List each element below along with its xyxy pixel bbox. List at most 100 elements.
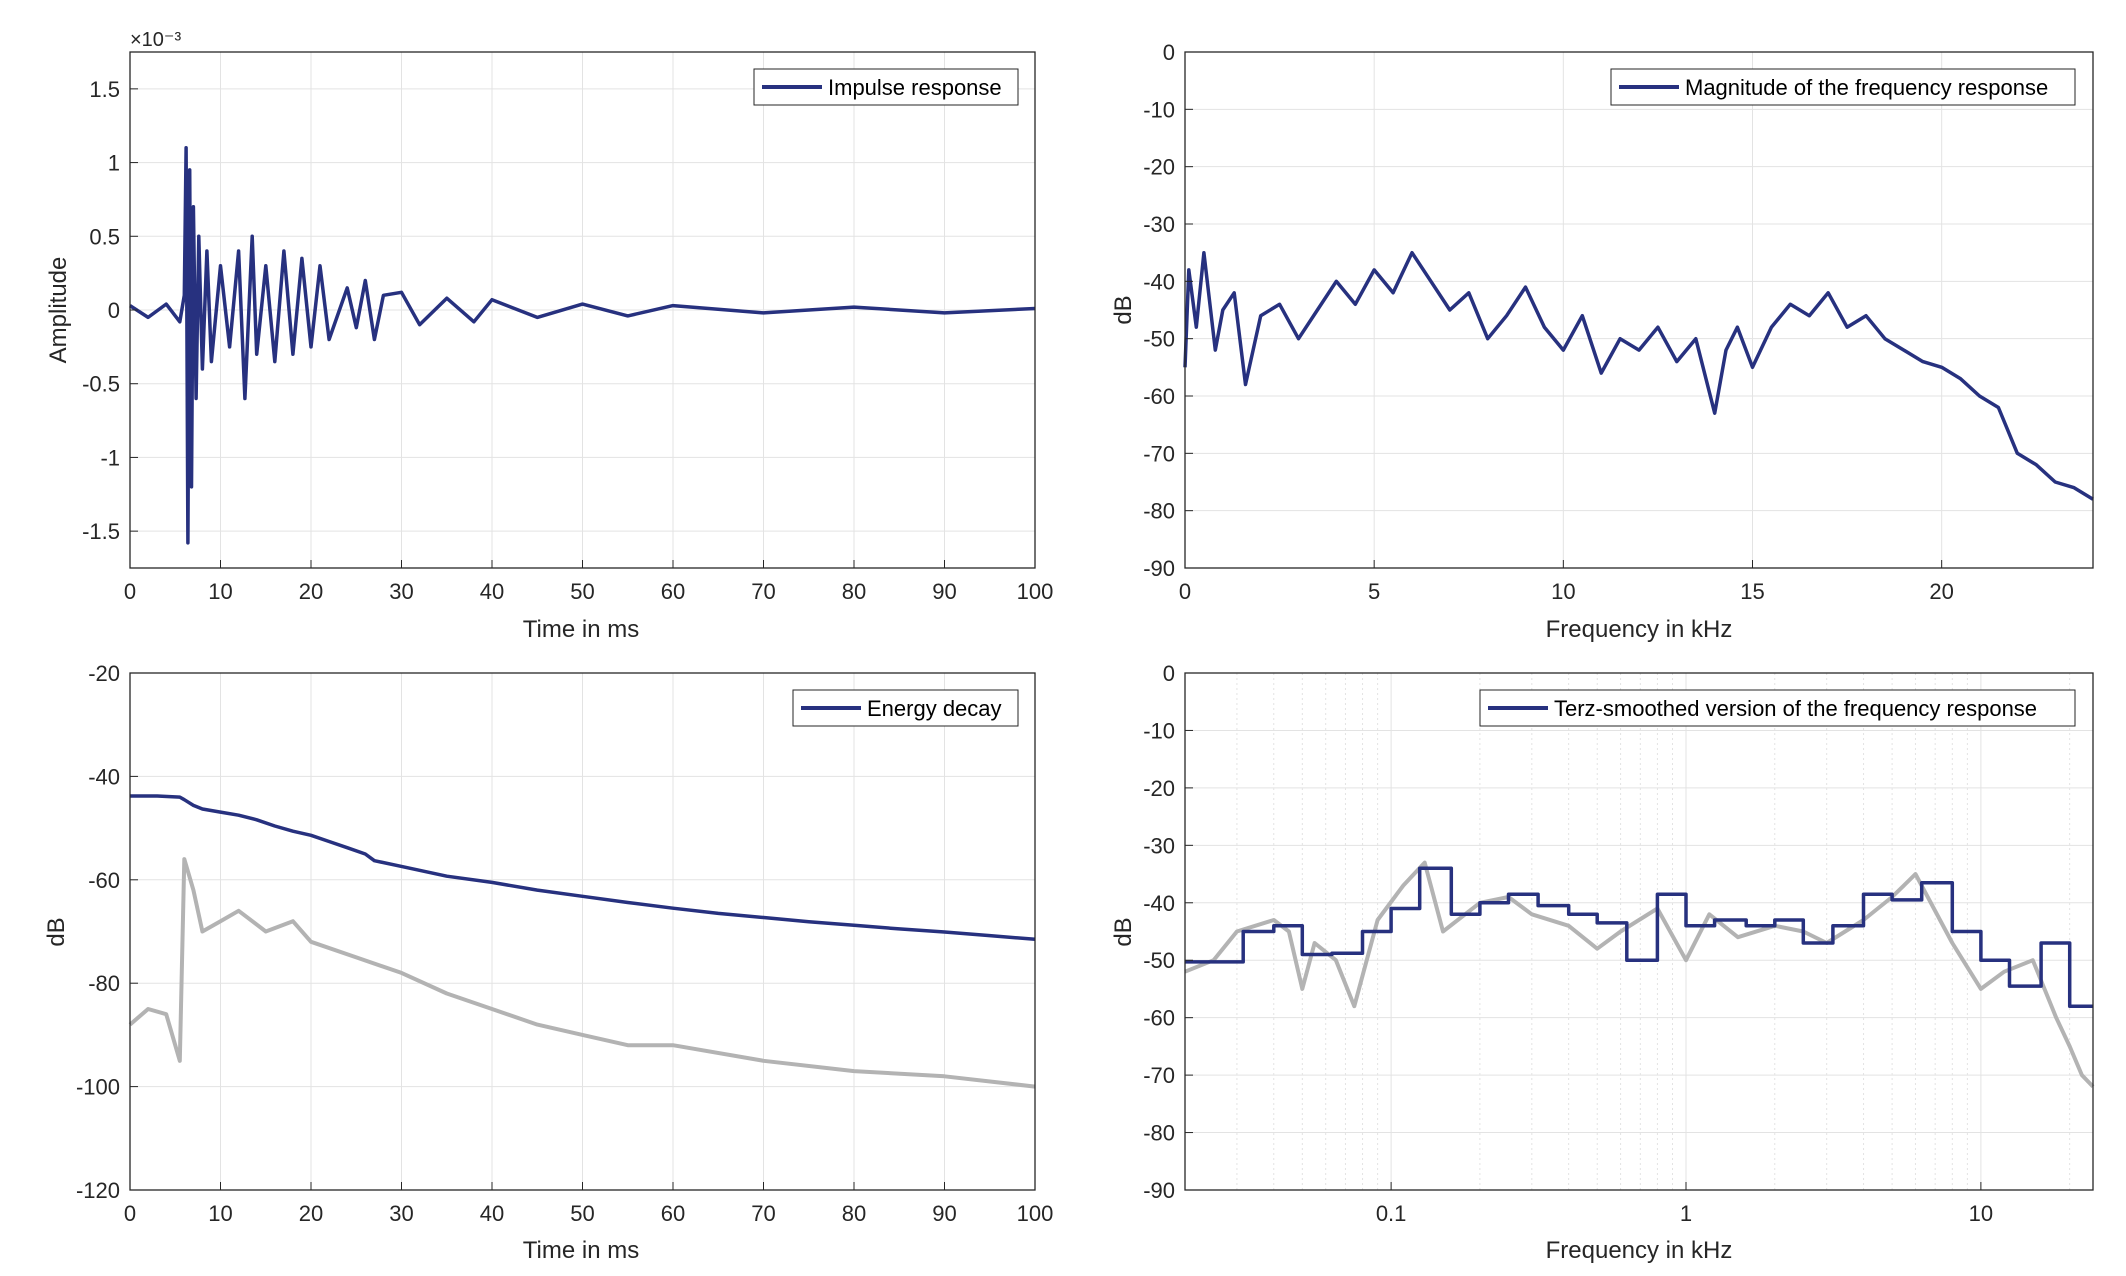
terz-y-axis-label: dB bbox=[1110, 917, 1137, 946]
freq-main-line bbox=[1183, 250, 2094, 501]
freq-legend: Magnitude of the frequency response bbox=[1610, 68, 2076, 106]
freq-y-tick-label: -80 bbox=[1143, 499, 1175, 524]
impulse-y-axis-label: Amplitude bbox=[45, 257, 72, 364]
freq-x-tick-label: 15 bbox=[1740, 579, 1764, 604]
terz-gray-line bbox=[1184, 860, 2095, 1088]
energy-decay-panel: 0 10 20 30 40 50 60 70 80 90 100 -120 -100 -80 -60 -40… bbox=[43, 661, 1053, 1264]
terz-main-line bbox=[1185, 866, 2093, 1008]
freq-x-tick-label: 10 bbox=[1551, 579, 1575, 604]
terz-y-tick-label: -60 bbox=[1143, 1006, 1175, 1031]
impulse-x-tick-label: 50 bbox=[570, 579, 594, 604]
freq-y-axis-label: dB bbox=[1110, 295, 1137, 324]
freq-y-tick-label: -70 bbox=[1143, 441, 1175, 466]
decay-x-tick-label: 40 bbox=[480, 1201, 504, 1226]
terz-gray-series bbox=[1184, 860, 2095, 1088]
terz-y-tick-label: -40 bbox=[1143, 891, 1175, 916]
terz-x-tick-label: 1 bbox=[1680, 1201, 1692, 1226]
impulse-x-tick-label: 30 bbox=[389, 579, 413, 604]
decay-gray-line bbox=[128, 857, 1036, 1089]
freq-axes-frame bbox=[1184, 51, 2094, 569]
freq-x-axis-label: Frequency in kHz bbox=[1546, 616, 1733, 643]
decay-y-tick-label: -40 bbox=[88, 764, 120, 789]
impulse-legend-label: Impulse response bbox=[828, 75, 1002, 100]
impulse-x-tick-label: 70 bbox=[751, 579, 775, 604]
terz-x-tick-label: 0.1 bbox=[1376, 1201, 1407, 1226]
decay-x-tick-label: 10 bbox=[208, 1201, 232, 1226]
decay-y-axis-label: dB bbox=[43, 917, 70, 946]
terz-y-tick-label: -30 bbox=[1143, 833, 1175, 858]
terz-y-tick-label: -70 bbox=[1143, 1063, 1175, 1088]
impulse-y-tick-label: -0.5 bbox=[82, 372, 120, 397]
freq-y-tick-label: 0 bbox=[1163, 40, 1175, 65]
decay-x-tick-label: 60 bbox=[661, 1201, 685, 1226]
decay-x-tick-label: 80 bbox=[842, 1201, 866, 1226]
decay-y-tick-label: -100 bbox=[76, 1075, 120, 1100]
decay-x-axis-label: Time in ms bbox=[523, 1237, 639, 1264]
freq-x-tick-label: 20 bbox=[1929, 579, 1953, 604]
terz-legend-box bbox=[1479, 689, 2076, 727]
terz-y-tick-label: -90 bbox=[1143, 1178, 1175, 1203]
decay-x-tick-label: 50 bbox=[570, 1201, 594, 1226]
freq-legend-box bbox=[1610, 68, 2076, 106]
impulse-y-ticks: -1.5 -1 -0.5 0 0.5 1 1.5 bbox=[82, 77, 138, 544]
terz-y-tick-label: -50 bbox=[1143, 948, 1175, 973]
impulse-x-tick-label: 10 bbox=[208, 579, 232, 604]
freq-x-tick-label: 0 bbox=[1179, 579, 1191, 604]
terz-legend: Terz-smoothed version of the frequency r… bbox=[1479, 689, 2076, 727]
terz-x-ticks: 0.1 1 10 bbox=[1376, 1182, 1993, 1226]
impulse-main-series bbox=[129, 146, 1036, 545]
freq-y-tick-label: -10 bbox=[1143, 97, 1175, 122]
impulse-y-tick-label: 1 bbox=[108, 151, 120, 176]
impulse-x-tick-label: 90 bbox=[932, 579, 956, 604]
impulse-response-panel: 0 10 20 30 40 50 60 70 80 90 100 -1.5 -1 -0.5 0 0.5 1 1.… bbox=[45, 29, 1053, 643]
decay-y-tick-label: -20 bbox=[88, 661, 120, 686]
impulse-x-tick-label: 60 bbox=[661, 579, 685, 604]
decay-y-tick-label: -60 bbox=[88, 868, 120, 893]
decay-x-tick-label: 30 bbox=[389, 1201, 413, 1226]
impulse-y-tick-label: -1 bbox=[100, 445, 120, 470]
freq-y-tick-label: -30 bbox=[1143, 212, 1175, 237]
impulse-main-line bbox=[129, 146, 1036, 545]
impulse-legend: Impulse response bbox=[753, 68, 1019, 106]
impulse-y-tick-label: -1.5 bbox=[82, 519, 120, 544]
decay-x-tick-label: 0 bbox=[124, 1201, 136, 1226]
decay-legend-label: Energy decay bbox=[867, 696, 1002, 721]
terz-axes-frame bbox=[1184, 672, 2094, 1191]
decay-main-line bbox=[130, 794, 1036, 942]
freq-legend-label: Magnitude of the frequency response bbox=[1685, 75, 2048, 100]
decay-x-tick-label: 90 bbox=[932, 1201, 956, 1226]
impulse-y-tick-label: 1.5 bbox=[89, 77, 120, 102]
decay-x-tick-label: 70 bbox=[751, 1201, 775, 1226]
terz-legend-label: Terz-smoothed version of the frequency r… bbox=[1554, 696, 2037, 721]
impulse-x-ticks: 0 10 20 30 40 50 60 70 80 90 100 bbox=[124, 560, 1053, 604]
decay-legend: Energy decay bbox=[792, 689, 1019, 727]
freq-y-ticks: -90 -80 -70 -60 -50 -40 -30 -20 -10 0 bbox=[1143, 40, 1193, 581]
decay-main-series bbox=[130, 794, 1036, 942]
impulse-axes-frame bbox=[129, 51, 1036, 569]
terz-x-tick-label: 10 bbox=[1969, 1201, 1993, 1226]
decay-x-tick-label: 20 bbox=[299, 1201, 323, 1226]
impulse-x-tick-label: 80 bbox=[842, 579, 866, 604]
impulse-y-tick-label: 0 bbox=[108, 298, 120, 323]
freq-main-series bbox=[1183, 250, 2094, 501]
terz-y-tick-label: -80 bbox=[1143, 1121, 1175, 1146]
terz-y-tick-label: -20 bbox=[1143, 776, 1175, 801]
terz-main-series bbox=[1185, 866, 2093, 1008]
terz-y-tick-label: -10 bbox=[1143, 718, 1175, 743]
freq-y-tick-label: -60 bbox=[1143, 384, 1175, 409]
terz-y-tick-label: 0 bbox=[1163, 661, 1175, 686]
freq-y-tick-label: -40 bbox=[1143, 269, 1175, 294]
freq-y-tick-label: -20 bbox=[1143, 155, 1175, 180]
decay-y-tick-label: -80 bbox=[88, 971, 120, 996]
impulse-x-tick-label: 0 bbox=[124, 579, 136, 604]
decay-y-tick-label: -120 bbox=[76, 1178, 120, 1203]
impulse-x-tick-label: 40 bbox=[480, 579, 504, 604]
impulse-y-tick-label: 0.5 bbox=[89, 224, 120, 249]
impulse-x-axis-label: Time in ms bbox=[523, 616, 639, 643]
decay-x-ticks: 0 10 20 30 40 50 60 70 80 90 100 bbox=[124, 1182, 1053, 1226]
decay-x-tick-label: 100 bbox=[1017, 1201, 1054, 1226]
frequency-response-panel: 0 5 10 15 20 -90 -80 -70 -60 -50 -40 -30 -20 -10 0 Fr… bbox=[1110, 40, 2094, 643]
terz-x-axis-label: Frequency in kHz bbox=[1546, 1237, 1733, 1264]
